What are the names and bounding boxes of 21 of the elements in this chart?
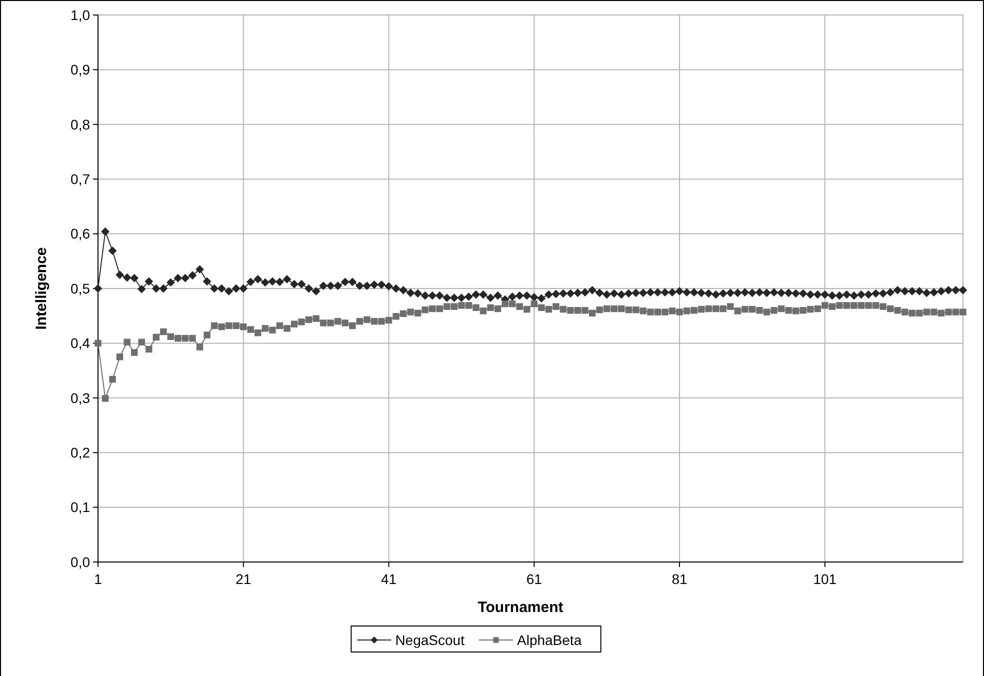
legend-label: AlphaBeta	[517, 632, 582, 648]
y-tick-label: 0,9	[70, 62, 90, 78]
y-axis-title: Intelligence	[33, 247, 50, 330]
x-tick-label: 61	[526, 571, 542, 587]
x-tick-label: 21	[236, 571, 252, 587]
y-tick-label: 0,6	[70, 226, 90, 242]
x-tick-label: 41	[380, 571, 397, 587]
y-tick-label: 0,8	[70, 116, 90, 132]
x-tick-label: 1	[94, 571, 102, 587]
y-tick-label: 1,0	[70, 6, 90, 23]
y-tick-label: 0,2	[70, 444, 90, 460]
legend-label: NegaScout	[395, 632, 465, 648]
y-tick-label: 0,0	[70, 554, 90, 570]
y-tick-label: 0,5	[70, 280, 90, 296]
x-tick-label: 101	[813, 571, 837, 587]
y-tick-label: 0,7	[70, 171, 90, 187]
x-tick-label: 81	[672, 571, 688, 587]
x-axis-title: Tournament	[478, 599, 564, 616]
y-tick-label: 0,3	[70, 390, 90, 406]
y-tick-label: 0,1	[70, 499, 90, 516]
y-tick-label: 0,4	[70, 335, 90, 352]
